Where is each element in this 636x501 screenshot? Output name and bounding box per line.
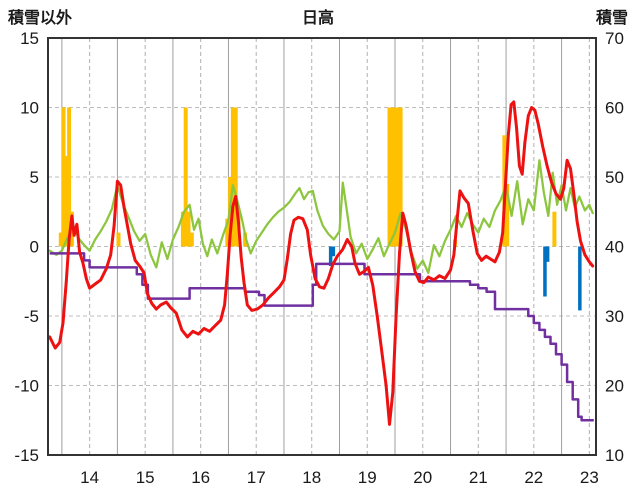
yellow-snowfall-bars [61,107,66,247]
yellow-snowfall-bars [552,211,557,247]
right-axis-tick: 40 [605,238,624,257]
chart-title: 日高 [301,10,334,27]
x-axis-tick: 18 [302,468,321,487]
x-axis-tick: 14 [80,468,99,487]
plot-border [47,37,597,456]
x-axis-tick: 23 [580,468,599,487]
right-axis-tick: 10 [605,446,624,465]
right-axis-tick: 20 [605,377,624,396]
right-axis-tick: 50 [605,168,624,187]
right-axis-tick: 60 [605,99,624,118]
x-axis-tick: 21 [469,468,488,487]
yellow-snowfall-bars [64,156,69,247]
blue-rainfall-bars [328,246,333,266]
right-axis-tick: 70 [605,29,624,48]
left-axis-tick: 15 [20,29,39,48]
yellow-snowfall-bars [67,107,72,247]
red-temperature-line [48,100,595,426]
green-line [48,159,594,275]
right-axis-tick: 30 [605,307,624,326]
yellow-snowfall-bars [395,107,400,247]
yellow-snowfall-bars [180,211,185,247]
yellow-snowfall-bars [225,218,230,247]
yellow-snowfall-bars [58,232,63,247]
yellow-snowfall-bars [233,107,238,247]
yellow-snowfall-bars [183,107,188,247]
yellow-snowfall-bars [505,183,510,247]
x-axis-tick: 17 [247,468,266,487]
left-axis-tick: -15 [14,446,39,465]
right-axis-title: 積雪 [595,10,628,27]
left-axis-title: 積雪以外 [8,10,73,27]
yellow-snowfall-bars [387,107,392,247]
x-axis-tick: 15 [136,468,155,487]
blue-rainfall-bars [578,246,582,311]
yellow-snowfall-bars [189,232,194,247]
yellow-snowfall-bars [390,107,395,247]
left-axis-tick: -5 [24,307,39,326]
yellow-snowfall-bars [186,211,191,247]
left-axis-tick: 10 [20,99,39,118]
yellow-snowfall-bars [398,107,403,247]
blue-rainfall-bars [545,246,550,262]
x-axis-tick: 22 [524,468,543,487]
blue-rainfall-bars [331,246,336,257]
yellow-snowfall-bars [230,107,235,247]
left-axis-tick: -10 [14,377,39,396]
x-axis-tick: 19 [358,468,377,487]
blue-rainfall-bars [543,246,547,297]
yellow-snowfall-bars [393,107,397,247]
purple-snowdepth-step-line [49,252,594,422]
left-axis-tick: 5 [30,168,39,187]
left-axis-tick: 0 [30,238,39,257]
x-axis-tick: 20 [413,468,432,487]
x-axis-tick: 16 [191,468,210,487]
yellow-snowfall-bars [116,232,121,247]
